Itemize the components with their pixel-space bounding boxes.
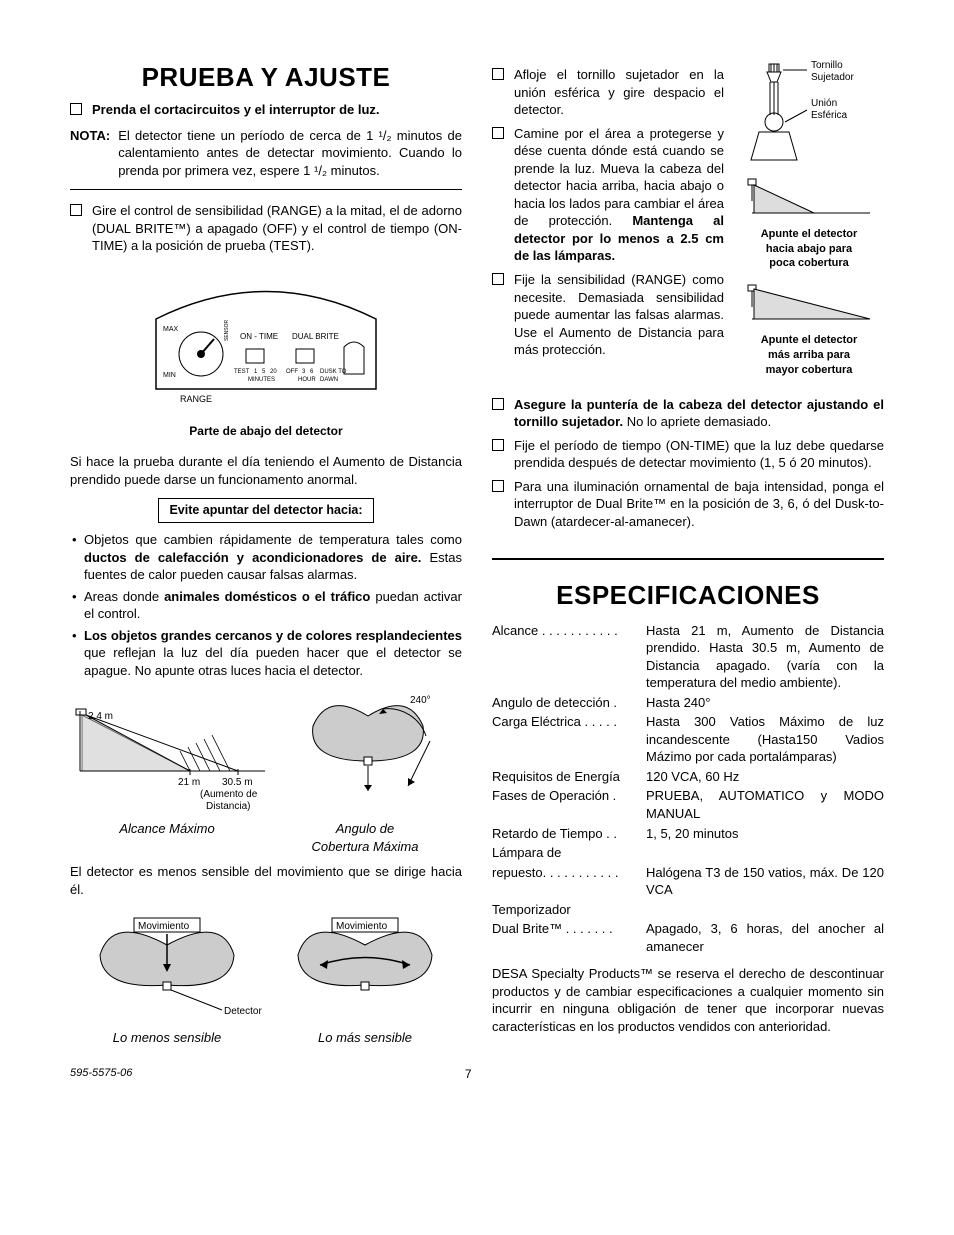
spec-row: Carga Eléctrica . . . . .Hasta 300 Vatio…: [492, 713, 884, 766]
fig3-captions: Lo menos sensible Lo más sensible: [70, 1029, 462, 1047]
step1-text: Prenda el cortacircuitos y el interrupto…: [92, 102, 380, 117]
svg-text:5: 5: [262, 369, 266, 375]
avoid-list: Objetos que cambien rápidamente de tempe…: [70, 531, 462, 679]
svg-text:OFF: OFF: [286, 369, 298, 375]
svg-text:TEST: TEST: [234, 369, 250, 375]
spec-row: Requisitos de Energía120 VCA, 60 Hz: [492, 768, 884, 786]
checkbox-icon: [492, 127, 504, 139]
right-side-figures: Tornillo Sujetador Unión Esférica Apunte…: [734, 60, 884, 388]
r-step3: Fije la sensibilidad (RANGE) como necesi…: [514, 271, 724, 359]
right-top-block: Afloje el tornillo sujetador en la unión…: [492, 60, 884, 388]
figure-sensitivity: Movimiento Detector Movimiento: [70, 910, 462, 1025]
r-step4: Asegure la puntería de la cabeza del det…: [514, 396, 884, 431]
fig1-caption: Parte de abajo del detector: [70, 423, 462, 439]
checkbox-icon: [492, 398, 504, 410]
cap-mas: Lo más sensible: [268, 1029, 462, 1047]
svg-text:Tornillo: Tornillo: [811, 60, 843, 71]
svg-text:3: 3: [302, 369, 306, 375]
checkbox-icon: [492, 273, 504, 285]
svg-text:240°: 240°: [410, 695, 431, 706]
svg-text:MIN: MIN: [163, 372, 176, 379]
spec-row: repuesto. . . . . . . . . . .Halógena T3…: [492, 864, 884, 899]
note-block: NOTA: El detector tiene un período de ce…: [70, 127, 462, 191]
footer: 595-5575-06 7: [70, 1066, 884, 1082]
title-spec: ESPECIFICACIONES: [492, 578, 884, 613]
step-2: Gire el control de sensibilidad (RANGE) …: [70, 202, 462, 255]
spec-row: Retardo de Tiempo . .1, 5, 20 minutos: [492, 825, 884, 843]
svg-text:MAX: MAX: [163, 326, 179, 333]
svg-text:Sujetador: Sujetador: [811, 72, 854, 83]
r-step1: Afloje el tornillo sujetador en la unión…: [514, 66, 724, 119]
figure-range-angle: 2.4 m 21 m 30.5 m (Aumento de Distancia): [70, 691, 462, 816]
svg-text:Distancia): Distancia): [206, 801, 250, 811]
checkbox-icon: [492, 68, 504, 80]
bullet-3: Los objetos grandes cercanos y de colore…: [84, 627, 462, 680]
svg-text:6: 6: [310, 369, 314, 375]
step-1: Prenda el cortacircuitos y el interrupto…: [70, 101, 462, 119]
spec-row: Alcance . . . . . . . . . . .Hasta 21 m,…: [492, 622, 884, 692]
title-left: PRUEBA Y AJUSTE: [70, 60, 462, 95]
svg-text:Esférica: Esférica: [811, 110, 848, 121]
bullet-1: Objetos que cambien rápidamente de tempe…: [84, 531, 462, 584]
spec-row: Fases de Operación .PRUEBA, AUTOMATICO y…: [492, 787, 884, 822]
page-number: 7: [465, 1066, 472, 1082]
figure-detector-underside: MAX MIN RANGE SENSOR ON - TIME DUAL BRIT…: [70, 269, 462, 439]
svg-text:DUAL BRITE: DUAL BRITE: [292, 332, 339, 341]
r-step2: Camine por el área a protegerse y dése c…: [514, 125, 724, 265]
svg-text:30.5 m: 30.5 m: [222, 777, 253, 788]
bullet-2: Areas donde animales domésticos o el trá…: [84, 588, 462, 623]
svg-text:(Aumento de: (Aumento de: [200, 789, 258, 800]
svg-text:Unión: Unión: [811, 98, 837, 109]
svg-text:RANGE: RANGE: [180, 394, 212, 404]
svg-text:2.4 m: 2.4 m: [88, 711, 113, 722]
r-step5: Fije el período de tiempo (ON-TIME) que …: [514, 437, 884, 472]
cap-menos: Lo menos sensible: [70, 1029, 264, 1047]
cap-alcance: Alcance Máximo: [70, 820, 264, 855]
avoid-box: Evite apuntar del detector hacia:: [158, 498, 373, 523]
svg-text:DUSK TO: DUSK TO: [320, 369, 347, 375]
svg-text:Movimiento: Movimiento: [336, 921, 388, 932]
svg-text:HOUR: HOUR: [298, 377, 316, 383]
svg-text:Detector: Detector: [224, 1006, 262, 1017]
checkbox-icon: [70, 103, 82, 115]
spec-row: Temporizador: [492, 901, 884, 919]
svg-text:1: 1: [254, 369, 258, 375]
checkbox-icon: [492, 480, 504, 492]
svg-text:DAWN: DAWN: [320, 377, 338, 383]
para-sensible: El detector es menos sensible del movimi…: [70, 863, 462, 898]
nota-label: NOTA:: [70, 127, 110, 180]
svg-text:ON - TIME: ON - TIME: [240, 332, 278, 341]
svg-text:21 m: 21 m: [178, 777, 200, 788]
cap-angulo: Angulo deCobertura Máxima: [268, 820, 462, 855]
spec-table: Alcance . . . . . . . . . . .Hasta 21 m,…: [492, 622, 884, 956]
step2-text: Gire el control de sensibilidad (RANGE) …: [92, 202, 462, 255]
svg-text:SENSOR: SENSOR: [224, 319, 230, 341]
spec-row: Angulo de detección .Hasta 240°: [492, 694, 884, 712]
spec-row: Dual Brite™ . . . . . . .Apagado, 3, 6 h…: [492, 920, 884, 955]
svg-text:MINUTES: MINUTES: [248, 377, 275, 383]
spec-row: Lámpara de: [492, 844, 884, 862]
checkbox-icon: [492, 439, 504, 451]
svg-text:20: 20: [270, 369, 277, 375]
doc-number: 595-5575-06: [70, 1066, 132, 1082]
svg-text:Movimiento: Movimiento: [138, 921, 190, 932]
fig2-captions: Alcance Máximo Angulo deCobertura Máxima: [70, 820, 462, 855]
r-step6: Para una iluminación ornamental de baja …: [514, 478, 884, 531]
nota-text: El detector tiene un período de cerca de…: [118, 127, 462, 180]
checkbox-icon: [70, 204, 82, 216]
para-prueba: Si hace la prueba durante el día teniend…: [70, 453, 462, 488]
disclaimer: DESA Specialty Products™ se reserva el d…: [492, 965, 884, 1035]
